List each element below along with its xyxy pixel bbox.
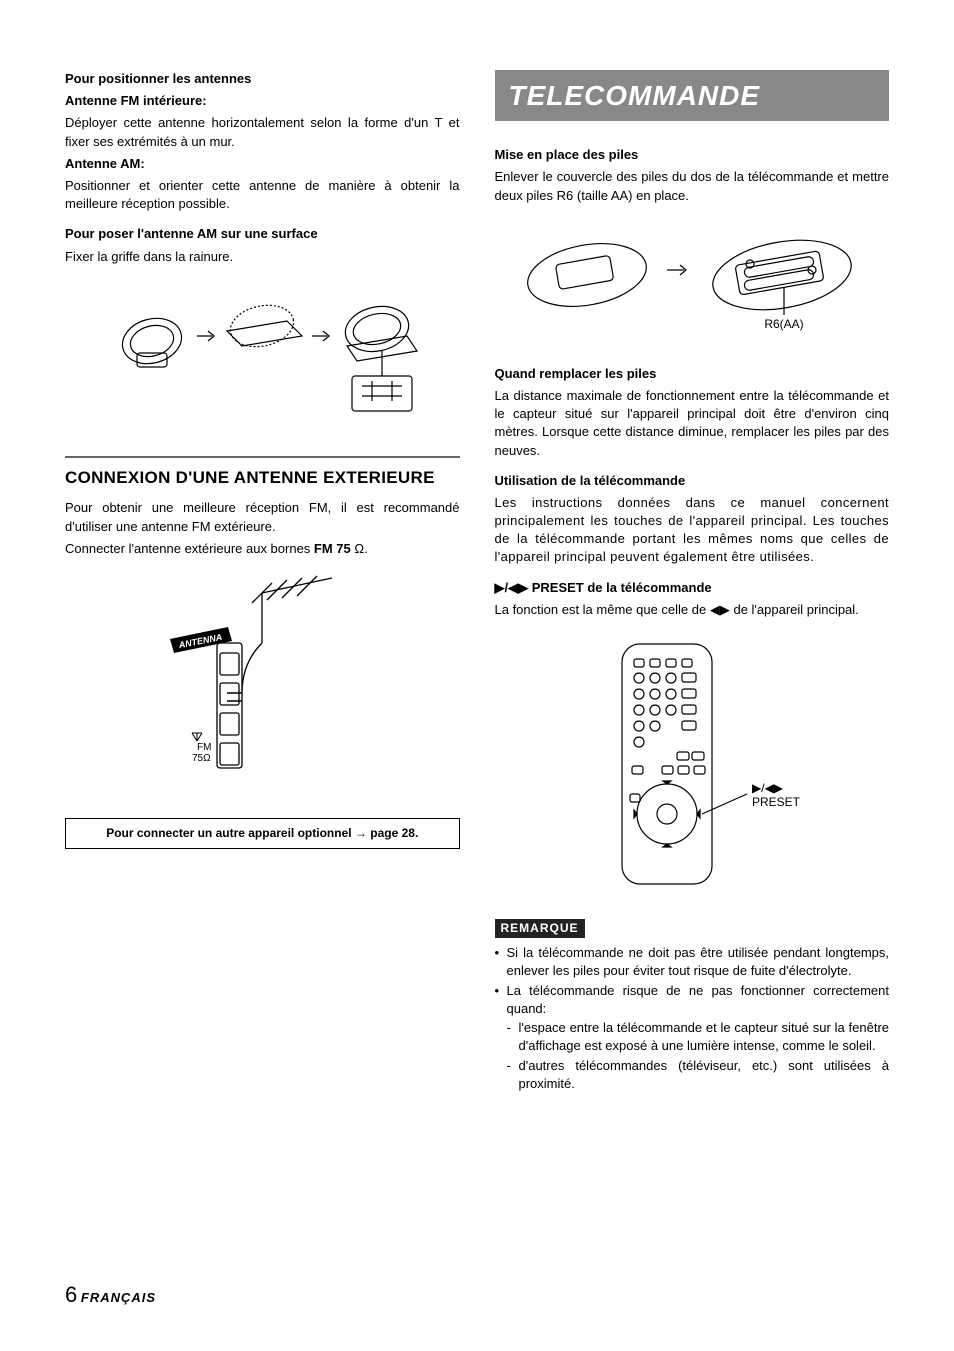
content-columns: Pour positionner les antennes Antenne FM… xyxy=(65,70,889,1095)
remarque-list: Si la télécommande ne doit pas être util… xyxy=(495,944,890,1094)
figure-antenna-ext: ANTENNA FM 75Ω xyxy=(65,573,460,793)
banner-telecommande: TELECOMMANDE xyxy=(495,70,890,121)
para-am-surface: Fixer la griffe dans la rainure. xyxy=(65,248,460,266)
r6-label: R6(AA) xyxy=(764,317,803,331)
conn2-b: FM 75 xyxy=(314,541,351,556)
heading-preset: ▶/◀▶ PRESET de la télécommande xyxy=(495,579,890,597)
figure-piles: R6(AA) xyxy=(495,220,890,340)
para-fm: Déployer cette antenne horizontalement s… xyxy=(65,114,460,150)
am-surface-illustration xyxy=(102,281,422,421)
heading-piles: Mise en place des piles xyxy=(495,146,890,164)
antenna-ext-illustration: ANTENNA FM 75Ω xyxy=(142,573,382,793)
remarque-item-2: La télécommande risque de ne pas fonctio… xyxy=(495,982,890,1093)
para-preset: La fonction est la même que celle de ◀▶ … xyxy=(495,601,890,619)
language-label: FRANÇAIS xyxy=(81,1290,156,1305)
para-am: Positionner et orienter cette antenne de… xyxy=(65,177,460,213)
left-column: Pour positionner les antennes Antenne FM… xyxy=(65,70,460,1095)
heading-am-surface: Pour poser l'antenne AM sur une surface xyxy=(65,225,460,243)
ohm-label: 75Ω xyxy=(192,753,211,764)
para-piles: Enlever le couvercle des piles du dos de… xyxy=(495,168,890,204)
para-conn1: Pour obtenir une meilleure réception FM,… xyxy=(65,499,460,535)
para-util: Les instructions données dans ce manuel … xyxy=(495,494,890,567)
heading-quand: Quand remplacer les piles xyxy=(495,365,890,383)
preset-sym-label: ▶/◀▶ xyxy=(752,781,784,795)
remarque-sublist: l'espace entre la télécommande et le cap… xyxy=(507,1019,890,1094)
right-column: TELECOMMANDE Mise en place des piles Enl… xyxy=(495,70,890,1095)
heading-util: Utilisation de la télécommande xyxy=(495,472,890,490)
fm-label: FM xyxy=(197,742,211,753)
section-rule xyxy=(65,456,460,458)
page-number: 6 xyxy=(65,1282,77,1307)
heading-connexion-ext: CONNEXION D'UNE ANTENNE EXTERIEURE xyxy=(65,466,460,490)
remarque-badge: REMARQUE xyxy=(495,919,585,938)
figure-am-surface xyxy=(65,281,460,421)
piles-illustration: R6(AA) xyxy=(512,220,872,340)
para-conn2: Connecter l'antenne extérieure aux borne… xyxy=(65,540,460,558)
preset-txt-label: PRESET xyxy=(752,795,801,809)
box-optional-device: Pour connecter un autre appareil optionn… xyxy=(65,818,460,849)
figure-remote: ▶/◀▶ PRESET xyxy=(495,634,890,894)
conn2-c: Ω. xyxy=(351,541,368,556)
remote-illustration: ▶/◀▶ PRESET xyxy=(562,634,822,894)
para-quand: La distance maximale de fonctionnement e… xyxy=(495,387,890,460)
heading-antennes: Pour positionner les antennes xyxy=(65,70,460,88)
heading-fm-interieure: Antenne FM intérieure: xyxy=(65,92,460,110)
remarque-item-1: Si la télécommande ne doit pas être util… xyxy=(495,944,890,980)
remarque-sub-1: l'espace entre la télécommande et le cap… xyxy=(507,1019,890,1055)
conn2-a: Connecter l'antenne extérieure aux borne… xyxy=(65,541,314,556)
page-footer: 6 FRANÇAIS xyxy=(65,1280,156,1311)
remarque-item-2-text: La télécommande risque de ne pas fonctio… xyxy=(507,983,890,1016)
remarque-sub-2: d'autres télécommandes (téléviseur, etc.… xyxy=(507,1057,890,1093)
heading-am: Antenne AM: xyxy=(65,155,460,173)
